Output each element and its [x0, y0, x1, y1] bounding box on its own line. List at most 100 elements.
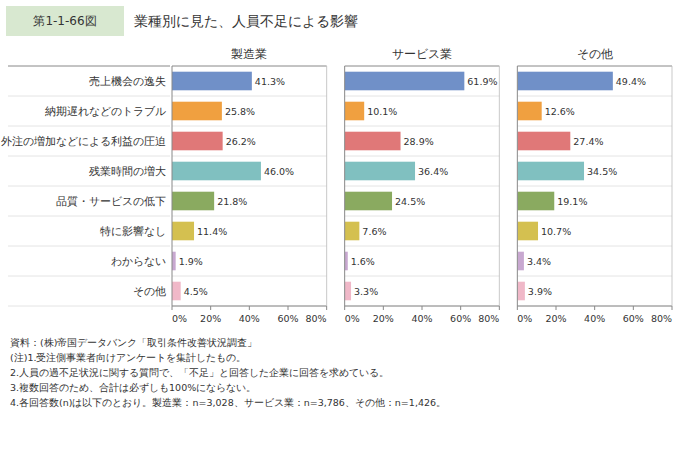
- tick-label: 0%: [172, 313, 187, 324]
- data-labels: 61.9%10.1%28.9%36.4%24.5%7.6%1.6%3.3%: [351, 76, 498, 297]
- tick: [383, 306, 384, 310]
- tick: [460, 306, 461, 310]
- bar: [345, 102, 365, 121]
- tick: [326, 306, 327, 310]
- data-label: 12.6%: [545, 106, 575, 117]
- bar: [172, 162, 261, 181]
- panel-title: 製造業: [231, 47, 267, 61]
- tick: [344, 306, 345, 310]
- tick-label: 60%: [277, 313, 298, 324]
- panel-right-border: [326, 66, 327, 306]
- tick: [556, 306, 557, 310]
- data-label: 10.1%: [367, 106, 397, 117]
- data-label: 4.5%: [184, 286, 208, 297]
- panel: その他49.4%12.6%27.4%34.5%19.1%10.7%3.4%3.9…: [517, 47, 672, 324]
- data-label: 1.6%: [351, 256, 375, 267]
- zero-line: [344, 66, 345, 306]
- bar: [517, 102, 541, 121]
- data-label: 1.9%: [179, 256, 203, 267]
- tick-label: 60%: [450, 313, 471, 324]
- row-separator: [8, 126, 170, 127]
- bar: [172, 72, 252, 91]
- row-separator: [517, 246, 672, 247]
- panel-right-border: [499, 66, 500, 306]
- bar: [345, 162, 415, 181]
- tick: [422, 306, 423, 310]
- tick: [499, 306, 500, 310]
- row-separator: [517, 276, 672, 277]
- bars: [517, 72, 613, 301]
- row-separator: [172, 216, 327, 217]
- row-separator: [517, 186, 672, 187]
- data-label: 3.9%: [528, 286, 552, 297]
- panel-right-border: [672, 66, 673, 306]
- tick-label: 40%: [239, 313, 260, 324]
- tick-label: 80%: [651, 313, 672, 324]
- tick: [517, 306, 518, 310]
- row-separator: [345, 156, 500, 157]
- row-separator: [8, 216, 170, 217]
- tick-label: 80%: [306, 313, 327, 324]
- data-label: 41.3%: [255, 76, 285, 87]
- category-label: 特に影響なし: [100, 225, 166, 237]
- row-separator: [345, 186, 500, 187]
- bar: [172, 102, 222, 121]
- bar: [345, 282, 351, 301]
- data-label: 28.9%: [404, 136, 434, 147]
- row-separator: [517, 156, 672, 157]
- tick: [288, 306, 289, 310]
- bar: [345, 72, 465, 91]
- tick-label: 40%: [411, 313, 432, 324]
- data-label: 3.3%: [354, 286, 378, 297]
- panel-title: サービス業: [392, 47, 452, 61]
- panel: 製造業41.3%25.8%26.2%46.0%21.8%11.4%1.9%4.5…: [172, 47, 327, 324]
- tick-label: 20%: [200, 313, 221, 324]
- row-separator: [345, 96, 500, 97]
- category-label: 外注の増加などによる利益の圧迫: [1, 135, 166, 147]
- footnote: 3.複数回答のため、合計は必ずしも100%にならない。: [10, 382, 256, 394]
- footnote: 資料：(株)帝国データバンク「取引条件改善状況調査」: [10, 337, 257, 348]
- footnote: (注)1.受注側事業者向けアンケートを集計したもの。: [10, 352, 246, 363]
- data-label: 24.5%: [395, 196, 425, 207]
- row-separator: [8, 246, 170, 247]
- category-label: その他: [133, 285, 166, 297]
- data-label: 21.8%: [217, 196, 247, 207]
- zero-line: [517, 66, 518, 306]
- bar: [172, 222, 194, 241]
- data-label: 36.4%: [418, 166, 448, 177]
- row-separator: [8, 66, 170, 67]
- row-separator: [172, 156, 327, 157]
- tick-label: 20%: [545, 313, 566, 324]
- footnote: 2.人員の過不足状況に関する質問で、「不足」と回答した企業に回答を求めている。: [10, 367, 389, 378]
- row-separator: [345, 276, 500, 277]
- data-label: 49.4%: [616, 76, 646, 87]
- tick-label: 0%: [517, 313, 532, 324]
- data-label: 46.0%: [264, 166, 294, 177]
- bar: [172, 252, 176, 271]
- bars: [172, 72, 261, 301]
- data-label: 25.8%: [225, 106, 255, 117]
- row-separator: [345, 216, 500, 217]
- panel: サービス業61.9%10.1%28.9%36.4%24.5%7.6%1.6%3.…: [345, 47, 500, 324]
- data-label: 19.1%: [557, 196, 587, 207]
- row-separator: [172, 96, 327, 97]
- bar: [172, 132, 223, 151]
- category-label: 売上機会の逸失: [89, 75, 166, 87]
- tick-label: 80%: [478, 313, 499, 324]
- tick: [594, 306, 595, 310]
- tick: [172, 306, 173, 310]
- row-separator: [8, 186, 170, 187]
- category-label: わからない: [111, 255, 166, 267]
- row-separator: [345, 246, 500, 247]
- panel-title: その他: [577, 47, 613, 61]
- row-separator: [172, 276, 327, 277]
- tick-label: 60%: [623, 313, 644, 324]
- data-labels: 41.3%25.8%26.2%46.0%21.8%11.4%1.9%4.5%: [179, 76, 294, 297]
- row-separator: [172, 246, 327, 247]
- row-separator: [172, 66, 327, 67]
- bar: [345, 192, 392, 211]
- row-separator: [172, 186, 327, 187]
- title-number-box: [6, 6, 124, 36]
- bar: [172, 282, 181, 301]
- row-separator: [8, 156, 170, 157]
